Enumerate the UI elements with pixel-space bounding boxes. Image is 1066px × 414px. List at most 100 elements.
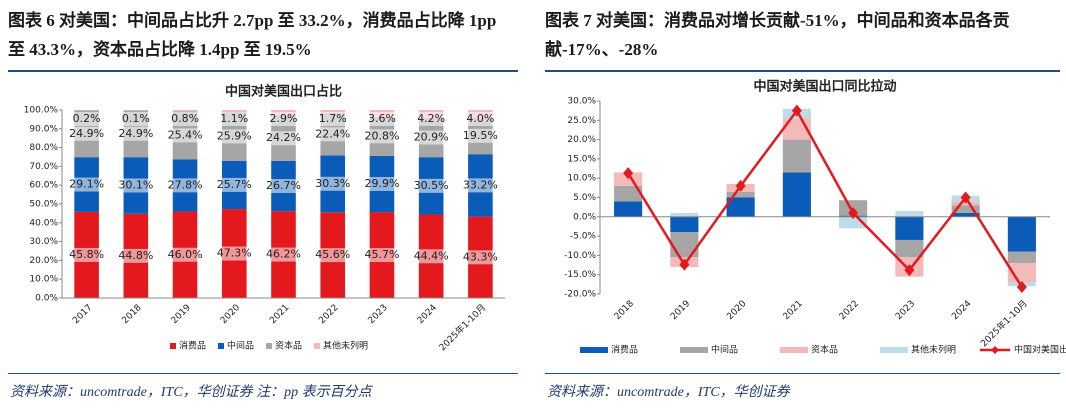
label-box <box>217 177 252 192</box>
x-tick-label: 2023 <box>894 299 917 322</box>
bar-segment <box>1007 251 1036 264</box>
value-label: 46.2% <box>266 248 301 261</box>
bar-segment <box>221 110 247 113</box>
value-label: 24.9% <box>118 127 153 140</box>
bar-segment <box>782 139 811 173</box>
value-label: 25.4% <box>168 128 203 141</box>
bar-segment <box>895 211 924 217</box>
value-label: 45.6% <box>315 248 350 261</box>
value-label: 45.8% <box>69 248 104 261</box>
x-tick-label: 2018 <box>613 299 636 322</box>
y-tick-label: 20.0% <box>567 135 596 145</box>
label-box <box>315 176 350 191</box>
label-box <box>168 178 203 193</box>
value-label: 30.3% <box>315 177 350 190</box>
rule <box>545 70 1060 72</box>
bar-segment <box>1007 216 1036 252</box>
y-tick-label: 15.0% <box>567 154 596 164</box>
y-tick-label: 10.0% <box>567 174 596 184</box>
y-tick-label: -20.0% <box>564 290 596 300</box>
legend-swatch <box>266 343 272 349</box>
label-box <box>266 247 301 262</box>
x-tick-label: 2025年1-10月 <box>978 297 1030 349</box>
value-label: 0.1% <box>122 112 150 125</box>
marker <box>960 191 971 204</box>
figure-heading: 图表 7 对美国：消费品对增长贡献-51%，中间品和资本品各贡献-17%、-28… <box>545 11 1010 59</box>
label-box <box>118 178 153 193</box>
bar-segment <box>726 197 755 217</box>
bar-segment <box>895 239 924 258</box>
label-box <box>69 112 104 126</box>
legend-label: 其他未列明 <box>911 344 956 356</box>
value-label: 44.4% <box>414 249 449 262</box>
bar-segment <box>782 172 811 217</box>
legend-swatch <box>218 343 224 349</box>
value-label: 22.4% <box>315 127 350 140</box>
label-box <box>463 250 498 265</box>
bar-segment <box>726 191 755 198</box>
label-box <box>217 112 252 126</box>
value-label: 30.5% <box>414 179 449 192</box>
y-tick-label: 10.0% <box>29 275 58 285</box>
value-label: 24.9% <box>69 127 104 140</box>
value-label: 29.1% <box>69 178 104 191</box>
label-box <box>168 128 203 143</box>
x-tick-label: 2025年1-10月 <box>436 301 488 353</box>
legend-label: 消费品 <box>611 344 638 356</box>
marker <box>735 179 746 192</box>
value-label: 20.9% <box>414 131 449 144</box>
value-label: 19.5% <box>463 129 498 142</box>
rule <box>8 373 518 374</box>
value-label: 47.3% <box>217 247 252 260</box>
label-box <box>69 247 104 262</box>
value-label: 43.3% <box>463 250 498 263</box>
value-label: 1.7% <box>319 112 347 125</box>
value-label: 30.1% <box>118 178 153 191</box>
legend-swatch <box>170 343 176 349</box>
value-label: 25.9% <box>217 129 252 142</box>
label-box <box>266 179 301 194</box>
chart-title: 中国对美国出口同比拉动 <box>753 79 896 95</box>
y-tick-label: 25.0% <box>567 116 596 126</box>
label-box <box>463 178 498 193</box>
source-note: 资料来源：uncomtrade，ITC，华创证券 注：pp 表示百分点 <box>10 385 372 400</box>
x-tick-label: 2023 <box>367 303 390 326</box>
legend-label: 资本品 <box>811 344 838 356</box>
bar-segment <box>614 185 643 202</box>
label-box <box>168 247 203 262</box>
x-tick-label: 2024 <box>416 303 439 326</box>
y-tick-label: 0.0% <box>35 294 58 304</box>
chart: 中国对美国出口占比 0.0% 10.0% 20.0% 30.0% 40.0% 50.0% 60… <box>24 84 505 353</box>
value-label: 24.2% <box>266 131 301 144</box>
rule <box>8 70 518 72</box>
x-tick-label: 2022 <box>317 303 340 326</box>
label-box <box>168 112 203 126</box>
value-label: 4.0% <box>466 112 494 125</box>
marker <box>791 104 802 117</box>
figure-heading: 图表 6 对美国：中间品占比升 2.7pp 至 33.2%，消费品占比降 1pp… <box>8 11 497 59</box>
label-box <box>414 178 449 193</box>
legend-label: 消费品 <box>179 340 206 352</box>
marker <box>623 167 634 180</box>
value-label: 4.2% <box>417 112 445 125</box>
bar-segment <box>951 212 980 217</box>
value-label: 45.7% <box>364 248 399 261</box>
value-label: 26.7% <box>266 179 301 192</box>
value-label: 1.1% <box>220 112 248 125</box>
y-tick-label: 20.0% <box>29 256 58 266</box>
y-tick-label: 80.0% <box>29 143 58 153</box>
bar-segment <box>670 216 699 233</box>
label-box <box>118 248 153 263</box>
label-box <box>414 130 449 145</box>
y-tick-label: 90.0% <box>29 124 58 134</box>
legend-label: 中间品 <box>711 344 738 356</box>
label-box <box>217 246 252 261</box>
marker <box>848 206 859 219</box>
value-label: 2.9% <box>270 112 298 125</box>
label-box <box>315 127 350 142</box>
bar-segment <box>951 205 980 213</box>
marker <box>679 258 690 271</box>
label-box <box>118 112 153 126</box>
label-box <box>266 131 301 146</box>
